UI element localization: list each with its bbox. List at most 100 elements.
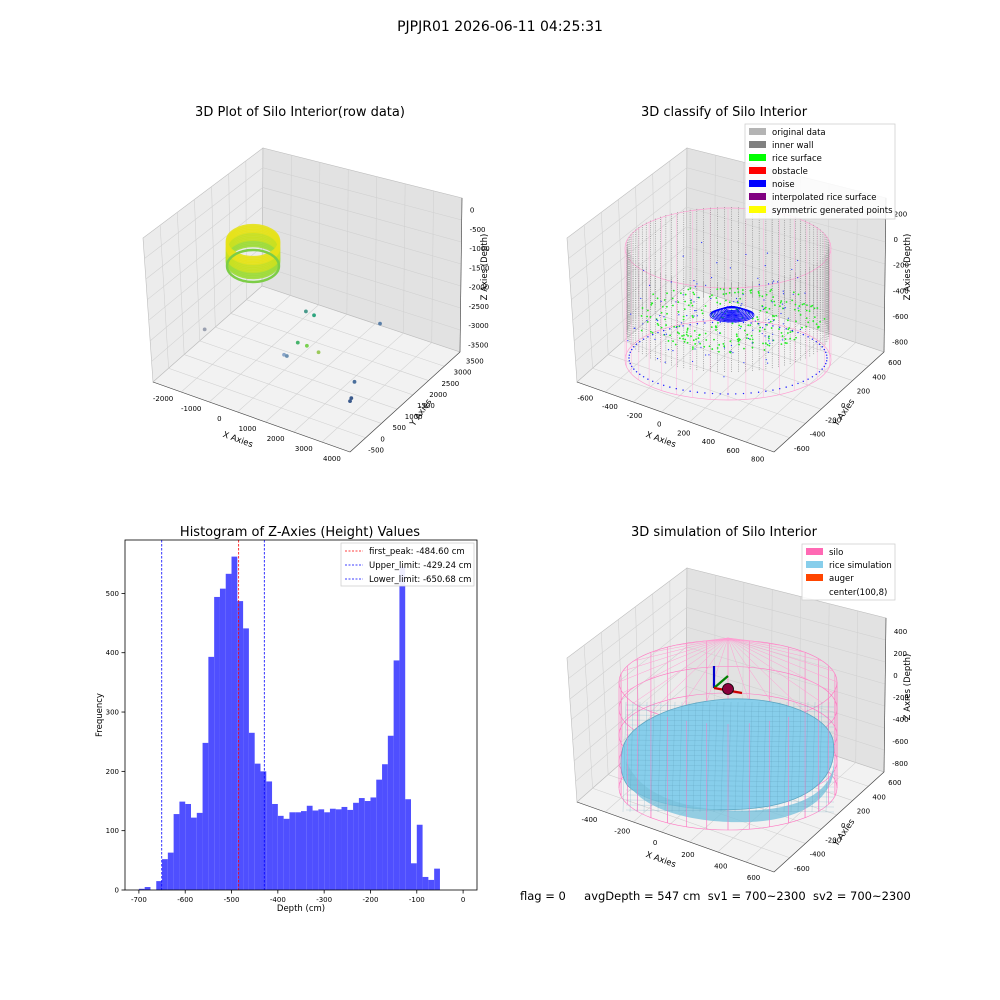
legend-label-obstacle: obstacle <box>772 167 808 177</box>
noise-point <box>656 358 659 360</box>
rice-surface-point <box>691 304 694 307</box>
rice-surface-point <box>740 325 742 328</box>
simulation-y-tick-label: 200 <box>857 808 870 816</box>
noise-point <box>700 346 702 348</box>
rice-surface-point <box>722 293 725 296</box>
noise-point <box>751 342 753 344</box>
hist-y-tick-label: 300 <box>106 709 119 717</box>
noise-point <box>710 277 713 279</box>
noise-point <box>779 326 781 329</box>
rice-mesh-line <box>629 701 634 813</box>
hist-y-tick-label: 0 <box>115 887 119 895</box>
simulation-z-tick-label: -200 <box>893 694 909 702</box>
histogram-bar <box>416 824 423 890</box>
noise-point <box>680 322 682 324</box>
noise-point <box>742 293 744 296</box>
histogram-bar <box>272 803 278 890</box>
rice-surface-point <box>686 327 689 330</box>
raw-y-tick-label: -500 <box>368 446 384 454</box>
rice-mesh-line <box>625 799 835 803</box>
noise-point <box>689 390 691 392</box>
noise-point <box>695 310 697 312</box>
rice-surface-point <box>713 338 715 341</box>
noise-point <box>711 392 714 395</box>
rice-surface-point <box>774 304 776 307</box>
grid-line <box>209 304 319 403</box>
rice-surface-point <box>793 338 796 341</box>
grid-line <box>717 332 828 433</box>
histogram-bar <box>196 812 203 890</box>
rice-surface-point <box>646 309 649 312</box>
histogram-bar <box>219 588 226 890</box>
raw-x-tick-label: 2000 <box>267 435 285 443</box>
histogram-bar <box>422 876 429 890</box>
rice-mesh-line <box>622 701 627 813</box>
noise-point <box>799 328 801 331</box>
rice-surface-point <box>686 328 689 331</box>
rice-surface-point <box>686 341 689 344</box>
classify-z-tick-label: 0 <box>893 236 897 244</box>
grid-line <box>571 626 687 720</box>
rice-mesh-line <box>625 804 835 808</box>
noise-point <box>669 328 671 330</box>
grid-line <box>215 326 413 396</box>
silo-roof-wire <box>727 637 806 712</box>
rice-surface-point <box>757 290 760 293</box>
histogram-bar <box>237 601 244 890</box>
grid-line <box>686 266 885 331</box>
noise-point <box>785 328 787 330</box>
rice-surface-point <box>689 287 692 290</box>
rice-surface-point <box>797 309 800 312</box>
grid-line <box>639 326 837 396</box>
noise-point <box>696 283 698 285</box>
legend-label-rice-simulation: rice simulation <box>829 561 892 571</box>
rice-surface-point <box>798 305 801 307</box>
noise-point <box>686 315 688 317</box>
classify-x-tick-label: 600 <box>726 447 739 455</box>
noise-point <box>694 309 696 312</box>
rice-surface-point <box>736 338 739 341</box>
histogram-bar <box>434 868 440 890</box>
noise-point <box>696 391 699 393</box>
rice-surface-point <box>695 338 697 341</box>
raw-y-tick-label: 1000 <box>405 413 423 421</box>
grid-line <box>290 155 292 296</box>
grid-line <box>568 167 688 259</box>
noise-point <box>726 318 729 320</box>
status-flag: flag = 0 <box>520 889 566 903</box>
rice-surface-point <box>784 338 787 341</box>
rice-surface-point <box>664 318 667 321</box>
rice-surface-point <box>749 324 752 326</box>
histogram-bar <box>312 810 319 890</box>
simulation-x-tick-label: 600 <box>747 874 760 882</box>
noise-point <box>823 365 825 368</box>
rice-surface-point <box>715 297 718 299</box>
noise-point <box>731 312 733 314</box>
histogram-bar <box>225 573 232 890</box>
noise-point <box>643 269 645 271</box>
noise-point <box>675 387 677 390</box>
rice-surface-point <box>785 342 788 345</box>
histogram-bar <box>167 852 174 890</box>
legend-label-silo: silo <box>829 548 843 558</box>
grid-line <box>168 368 366 438</box>
noise-point <box>630 313 632 315</box>
noise-point <box>628 354 631 356</box>
noise-point <box>785 386 787 388</box>
noise-point <box>777 281 779 283</box>
rice-surface-point <box>697 337 700 340</box>
noise-point <box>765 390 767 392</box>
noise-point <box>631 348 633 351</box>
histogram-bar <box>341 806 348 890</box>
silo-roof-wire <box>727 637 838 683</box>
silo-roof-wire <box>727 637 834 694</box>
rice-surface-point <box>682 318 685 321</box>
rice-surface-point <box>674 343 677 346</box>
rice-surface-point <box>731 322 734 325</box>
noise-point <box>639 373 641 376</box>
noise-point <box>767 336 770 338</box>
grid-line <box>199 340 398 410</box>
noise-point <box>629 351 631 354</box>
noise-point <box>633 346 635 348</box>
simulation-z-tick-label: 0 <box>893 672 897 680</box>
